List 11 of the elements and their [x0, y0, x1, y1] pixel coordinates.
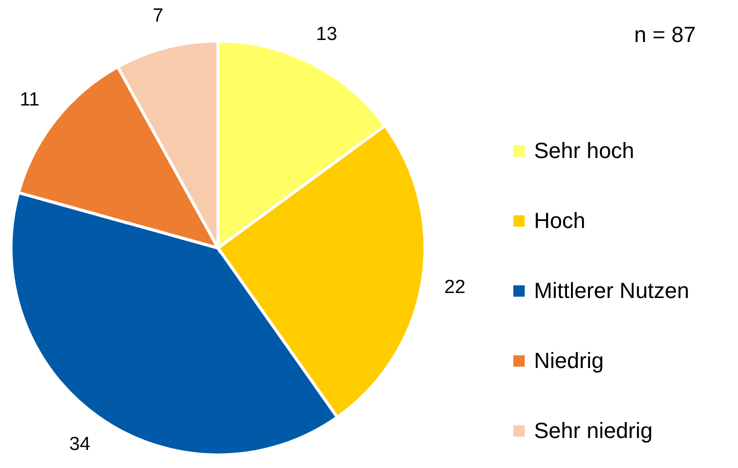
data-label: 11: [20, 89, 40, 110]
legend-label: Mittlerer Nutzen: [534, 278, 690, 303]
legend-label: Hoch: [534, 208, 586, 233]
data-label: 34: [69, 434, 91, 456]
data-label: 22: [444, 276, 466, 298]
legend-label: Niedrig: [534, 348, 604, 373]
legend-label: Sehr niedrig: [534, 418, 653, 443]
legend-label: Sehr hoch: [534, 138, 634, 163]
data-label: 7: [152, 6, 164, 27]
data-label: 13: [316, 24, 338, 45]
text: n = 87: [634, 22, 696, 47]
